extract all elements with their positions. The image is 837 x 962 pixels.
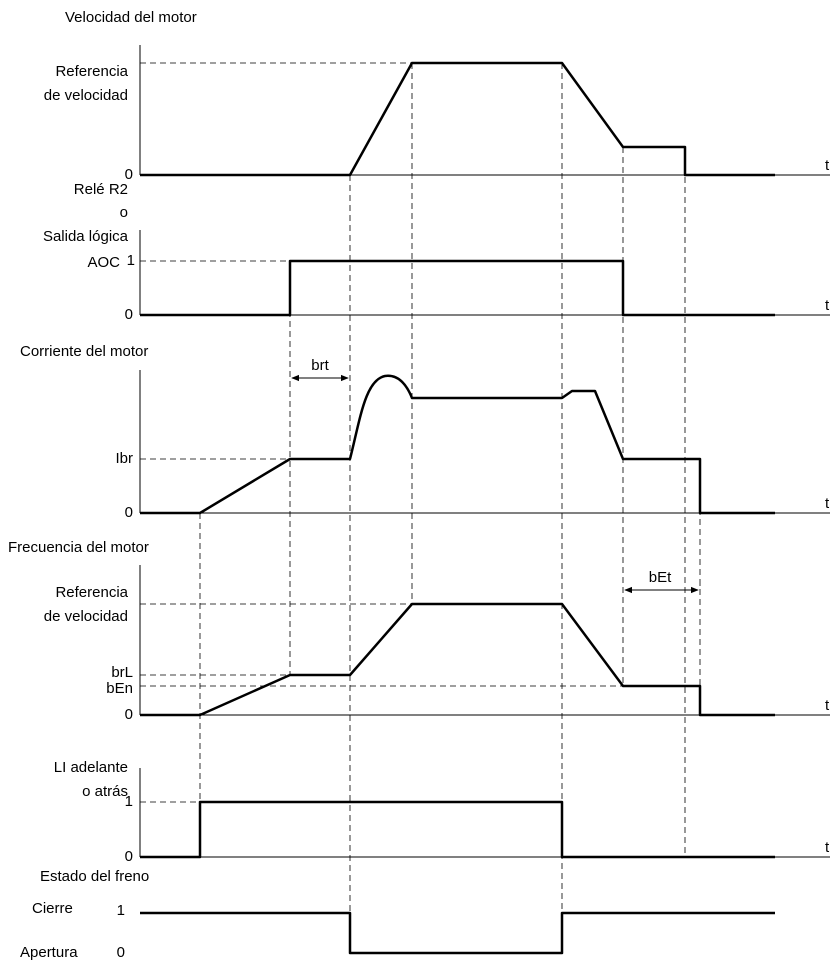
level-label: Referencia bbox=[55, 63, 128, 80]
level-label: 0 bbox=[125, 504, 133, 521]
panel-title: o atrás bbox=[82, 783, 128, 800]
level-label: bEn bbox=[106, 680, 133, 697]
panel-title: o bbox=[120, 204, 128, 221]
level-label: 0 bbox=[125, 706, 133, 723]
level-label: brL bbox=[111, 664, 133, 681]
time-label: t bbox=[825, 157, 830, 174]
annotation: brt bbox=[311, 357, 329, 374]
level-label: 1 bbox=[125, 793, 133, 810]
level-label: Ibr bbox=[115, 450, 133, 467]
panel-title: Corriente del motor bbox=[20, 343, 148, 360]
panel-title: Velocidad del motor bbox=[65, 9, 197, 26]
state-label: Apertura bbox=[20, 944, 78, 961]
annotation: bEt bbox=[649, 569, 672, 586]
panel-title: Relé R2 bbox=[74, 181, 128, 198]
level-label: Referencia bbox=[55, 584, 128, 601]
level-label: 0 bbox=[117, 944, 125, 961]
time-label: t bbox=[825, 495, 830, 512]
axes bbox=[139, 45, 830, 858]
panel-title: Frecuencia del motor bbox=[8, 539, 149, 556]
panel-title: Estado del freno bbox=[40, 868, 149, 885]
level-label: 1 bbox=[117, 902, 125, 919]
time-label: t bbox=[825, 697, 830, 714]
level-label: 0 bbox=[125, 848, 133, 865]
traces bbox=[140, 61, 775, 955]
level-label: 0 bbox=[125, 166, 133, 183]
level-label: 1 bbox=[127, 252, 135, 269]
guides bbox=[140, 62, 701, 913]
time-label: t bbox=[825, 839, 830, 856]
level-label: de velocidad bbox=[44, 608, 128, 625]
panel-title: LI adelante bbox=[54, 759, 128, 776]
arrows bbox=[291, 374, 699, 594]
panel-title: AOC bbox=[87, 254, 120, 271]
state-label: Cierre bbox=[32, 900, 73, 917]
time-label: t bbox=[825, 297, 830, 314]
level-label: 0 bbox=[125, 306, 133, 323]
panel-title: Salida lógica bbox=[43, 228, 129, 245]
level-label: de velocidad bbox=[44, 87, 128, 104]
labels: Velocidad del motor Referencia de veloci… bbox=[8, 9, 830, 961]
